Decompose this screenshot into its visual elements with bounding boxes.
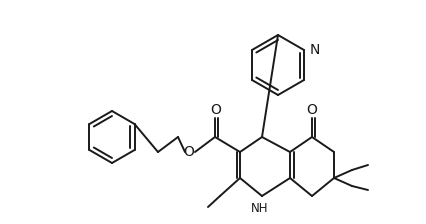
Text: NH: NH xyxy=(251,202,269,215)
Text: O: O xyxy=(210,103,222,117)
Text: N: N xyxy=(310,43,320,57)
Text: O: O xyxy=(307,103,317,117)
Text: O: O xyxy=(184,145,194,159)
